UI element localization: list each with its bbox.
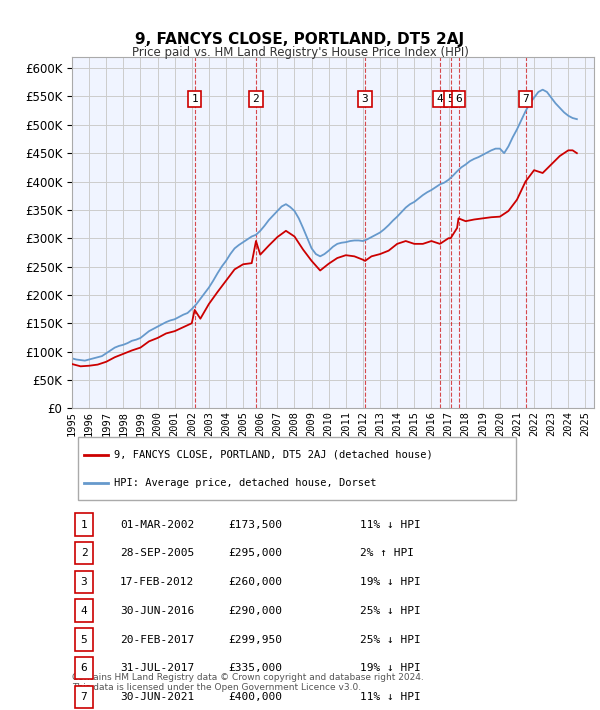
Text: 30-JUN-2016: 30-JUN-2016 [120, 606, 194, 616]
Text: 1: 1 [191, 94, 198, 104]
Text: 20-FEB-2017: 20-FEB-2017 [120, 635, 194, 645]
Text: HPI: Average price, detached house, Dorset: HPI: Average price, detached house, Dors… [114, 478, 377, 488]
Text: 01-MAR-2002: 01-MAR-2002 [120, 520, 194, 530]
Text: Price paid vs. HM Land Registry's House Price Index (HPI): Price paid vs. HM Land Registry's House … [131, 46, 469, 59]
Text: £173,500: £173,500 [228, 520, 282, 530]
Text: 17-FEB-2012: 17-FEB-2012 [120, 577, 194, 587]
Text: £299,950: £299,950 [228, 635, 282, 645]
Text: £260,000: £260,000 [228, 577, 282, 587]
Text: 9, FANCYS CLOSE, PORTLAND, DT5 2AJ (detached house): 9, FANCYS CLOSE, PORTLAND, DT5 2AJ (deta… [114, 449, 433, 459]
Text: 11% ↓ HPI: 11% ↓ HPI [360, 692, 421, 702]
Text: 3: 3 [362, 94, 368, 104]
Text: 11% ↓ HPI: 11% ↓ HPI [360, 520, 421, 530]
Text: 1: 1 [80, 520, 88, 530]
Text: £335,000: £335,000 [228, 663, 282, 673]
Text: 7: 7 [80, 692, 88, 702]
Text: 25% ↓ HPI: 25% ↓ HPI [360, 635, 421, 645]
Text: £295,000: £295,000 [228, 548, 282, 558]
Text: 4: 4 [80, 606, 88, 616]
Text: 5: 5 [447, 94, 454, 104]
Text: 2: 2 [80, 548, 88, 558]
Text: 31-JUL-2017: 31-JUL-2017 [120, 663, 194, 673]
Text: 19% ↓ HPI: 19% ↓ HPI [360, 663, 421, 673]
Text: 25% ↓ HPI: 25% ↓ HPI [360, 606, 421, 616]
Text: 2% ↑ HPI: 2% ↑ HPI [360, 548, 414, 558]
Text: 2: 2 [253, 94, 259, 104]
Text: 19% ↓ HPI: 19% ↓ HPI [360, 577, 421, 587]
Text: 4: 4 [437, 94, 443, 104]
Text: 3: 3 [80, 577, 88, 587]
Text: 6: 6 [455, 94, 462, 104]
Text: 7: 7 [522, 94, 529, 104]
Text: 30-JUN-2021: 30-JUN-2021 [120, 692, 194, 702]
Text: £290,000: £290,000 [228, 606, 282, 616]
Text: £400,000: £400,000 [228, 692, 282, 702]
Text: 5: 5 [80, 635, 88, 645]
Text: Contains HM Land Registry data © Crown copyright and database right 2024.
This d: Contains HM Land Registry data © Crown c… [72, 673, 424, 692]
Text: 6: 6 [80, 663, 88, 673]
Text: 9, FANCYS CLOSE, PORTLAND, DT5 2AJ: 9, FANCYS CLOSE, PORTLAND, DT5 2AJ [136, 32, 464, 47]
Text: 28-SEP-2005: 28-SEP-2005 [120, 548, 194, 558]
